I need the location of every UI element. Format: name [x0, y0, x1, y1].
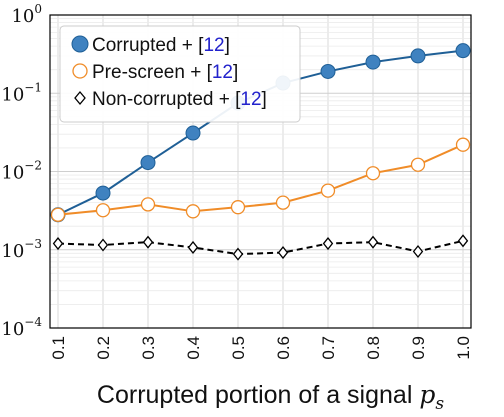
legend-label-name: Pre-screen +	[92, 62, 207, 83]
legend-marker	[74, 90, 86, 106]
y-tick-base: 10	[1, 84, 24, 105]
series-2	[52, 234, 469, 261]
data-point	[455, 137, 471, 152]
x-tick-label: 0.5	[229, 336, 248, 360]
data-point	[322, 237, 334, 251]
legend-ref-close: ]	[233, 62, 238, 83]
legend-marker	[71, 35, 89, 53]
y-tick-label: 100	[11, 2, 42, 27]
x-tick-labels: 0.1 0.2 0.3 0.4 0.5 0.6 0.7 0.8 0.9 1.0	[49, 336, 473, 360]
data-point	[277, 246, 289, 260]
x-axis-label-text: Corrupted portion of a signal	[97, 381, 412, 409]
data-point	[140, 197, 156, 212]
x-axis-label-subscript: s	[435, 394, 444, 414]
legend-ref-close: ]	[225, 35, 230, 56]
y-tick-label: 10−3	[1, 237, 42, 262]
legend-label: Pre-screen + [12]	[92, 62, 238, 83]
y-tick-base: 10	[1, 163, 24, 184]
legend-label: Corrupted + [12]	[92, 35, 230, 56]
plot-frame	[49, 14, 472, 329]
y-tick-label: 10−1	[1, 80, 42, 105]
data-point	[365, 166, 381, 181]
y-tick-exponent: −1	[24, 80, 42, 94]
y-tick-exponent: −3	[24, 237, 42, 251]
y-tick-label: 10−4	[1, 315, 42, 340]
legend-ref-open: [	[198, 35, 204, 56]
x-tick-label: 0.6	[274, 336, 293, 360]
x-axis-label-symbol: p	[419, 380, 435, 409]
x-tick-label: 0.9	[409, 336, 428, 360]
data-point	[95, 185, 111, 201]
data-point	[320, 183, 336, 198]
legend-marker	[72, 63, 88, 79]
legend-ref: 12	[240, 89, 261, 110]
data-point	[320, 63, 336, 79]
y-tick-base: 10	[1, 319, 24, 340]
x-tick-label: 0.2	[94, 336, 113, 360]
legend-label-name: Corrupted +	[92, 35, 198, 56]
data-point	[97, 238, 109, 252]
series-line	[57, 239, 464, 256]
data-point	[455, 43, 471, 59]
x-tick-label: 0.8	[364, 336, 383, 360]
data-point	[457, 234, 469, 248]
data-point	[95, 203, 111, 218]
series-line	[57, 143, 464, 216]
data-point	[365, 54, 381, 70]
y-tick-base: 10	[1, 241, 24, 262]
legend-label: Non-corrupted + [12]	[92, 89, 267, 110]
x-axis-label: Corrupted portion of a signal ps	[97, 380, 444, 414]
x-tick-label: 0.1	[49, 336, 68, 360]
series-1	[50, 137, 471, 222]
legend-box	[59, 25, 301, 123]
data-point	[185, 125, 201, 141]
legend-ref-close: ]	[262, 89, 267, 110]
data-point	[50, 207, 66, 222]
y-tick-exponent: −2	[24, 159, 42, 173]
data-point	[367, 235, 379, 249]
series-layer	[50, 43, 471, 261]
data-point	[232, 247, 244, 261]
legend-ref: 12	[203, 35, 224, 56]
x-tick-label: 0.3	[139, 336, 158, 360]
data-point	[410, 157, 426, 172]
y-tick-exponent: −4	[24, 315, 42, 329]
data-point	[412, 244, 424, 259]
legend-ref-open: [	[207, 62, 213, 83]
legend-ref-open: [	[235, 89, 241, 110]
data-point	[52, 237, 64, 251]
y-tick-base: 10	[11, 6, 34, 27]
data-point	[185, 204, 201, 219]
data-point	[140, 155, 156, 171]
y-tick-label: 10−2	[1, 159, 42, 184]
x-tick-label: 0.7	[319, 336, 338, 360]
data-point	[142, 235, 154, 249]
data-point	[230, 200, 246, 215]
data-point	[187, 240, 199, 254]
legend-ref: 12	[212, 62, 233, 83]
y-tick-exponent: 0	[34, 2, 42, 16]
x-tick-label: 0.4	[184, 336, 203, 360]
legend-label-name: Non-corrupted +	[92, 89, 235, 110]
data-point	[410, 48, 426, 64]
legend: Corrupted + [12]Pre-screen + [12]Non-cor…	[59, 25, 301, 123]
data-point	[275, 195, 291, 210]
x-tick-label: 1.0	[454, 336, 473, 360]
